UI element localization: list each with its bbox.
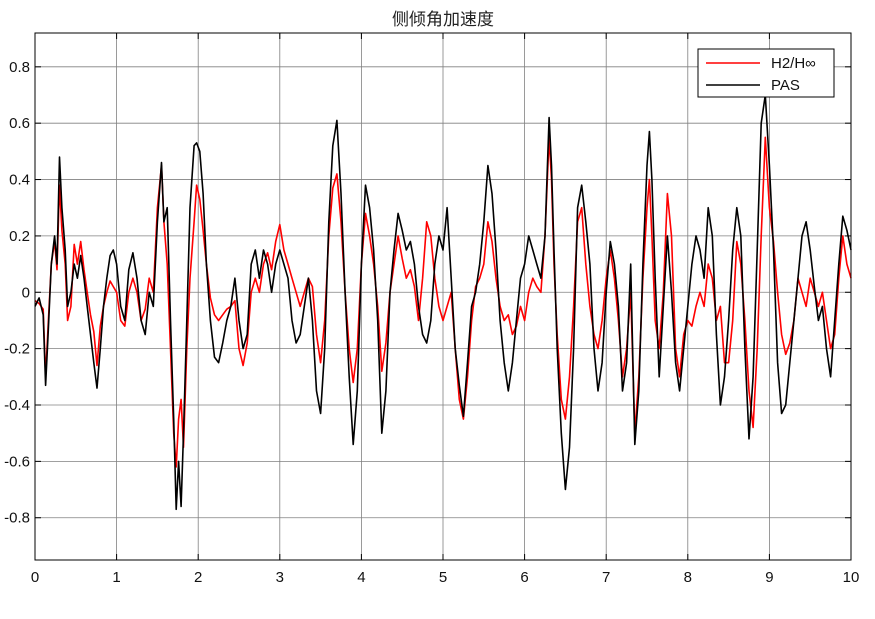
x-tick-label: 6 [520, 569, 528, 586]
y-tick-label: 0 [22, 284, 30, 301]
y-tick-label: 0.8 [9, 59, 30, 76]
y-tick-label: -0.6 [4, 453, 30, 470]
series-line-pas [34, 94, 852, 511]
y-tick-label: 0.2 [9, 228, 30, 245]
legend-box [697, 48, 835, 98]
x-tick-label: 1 [112, 569, 120, 586]
x-tick-label: 10 [843, 569, 860, 586]
legend-label-pas: PAS [771, 77, 800, 94]
y-tick-label: 0.4 [9, 172, 30, 189]
x-tick-label: 5 [439, 569, 447, 586]
x-axis-tick-labels: 0 1 2 3 4 5 6 7 8 9 10 [31, 569, 860, 586]
series-lines [34, 94, 852, 511]
x-tick-label: 8 [684, 569, 692, 586]
y-tick-label: -0.2 [4, 341, 30, 358]
y-tick-label: -0.8 [4, 510, 30, 527]
x-tick-label: 4 [357, 569, 365, 586]
axis-ticks [34, 33, 852, 560]
x-tick-label: 0 [31, 569, 39, 586]
x-tick-label: 2 [194, 569, 202, 586]
chart-title: 侧倾角加速度 [392, 10, 494, 30]
x-tick-label: 3 [276, 569, 284, 586]
legend-label-h2-hinf: H2/H∞ [771, 55, 816, 72]
y-tick-label: 0.6 [9, 115, 30, 132]
x-tick-label: 9 [765, 569, 773, 586]
legend: H2/H∞ PAS [697, 48, 835, 98]
y-axis-tick-labels: -0.8 -0.6 -0.4 -0.2 0 0.2 0.4 0.6 0.8 [4, 59, 30, 527]
x-tick-label: 7 [602, 569, 610, 586]
y-tick-label: -0.4 [4, 397, 30, 414]
